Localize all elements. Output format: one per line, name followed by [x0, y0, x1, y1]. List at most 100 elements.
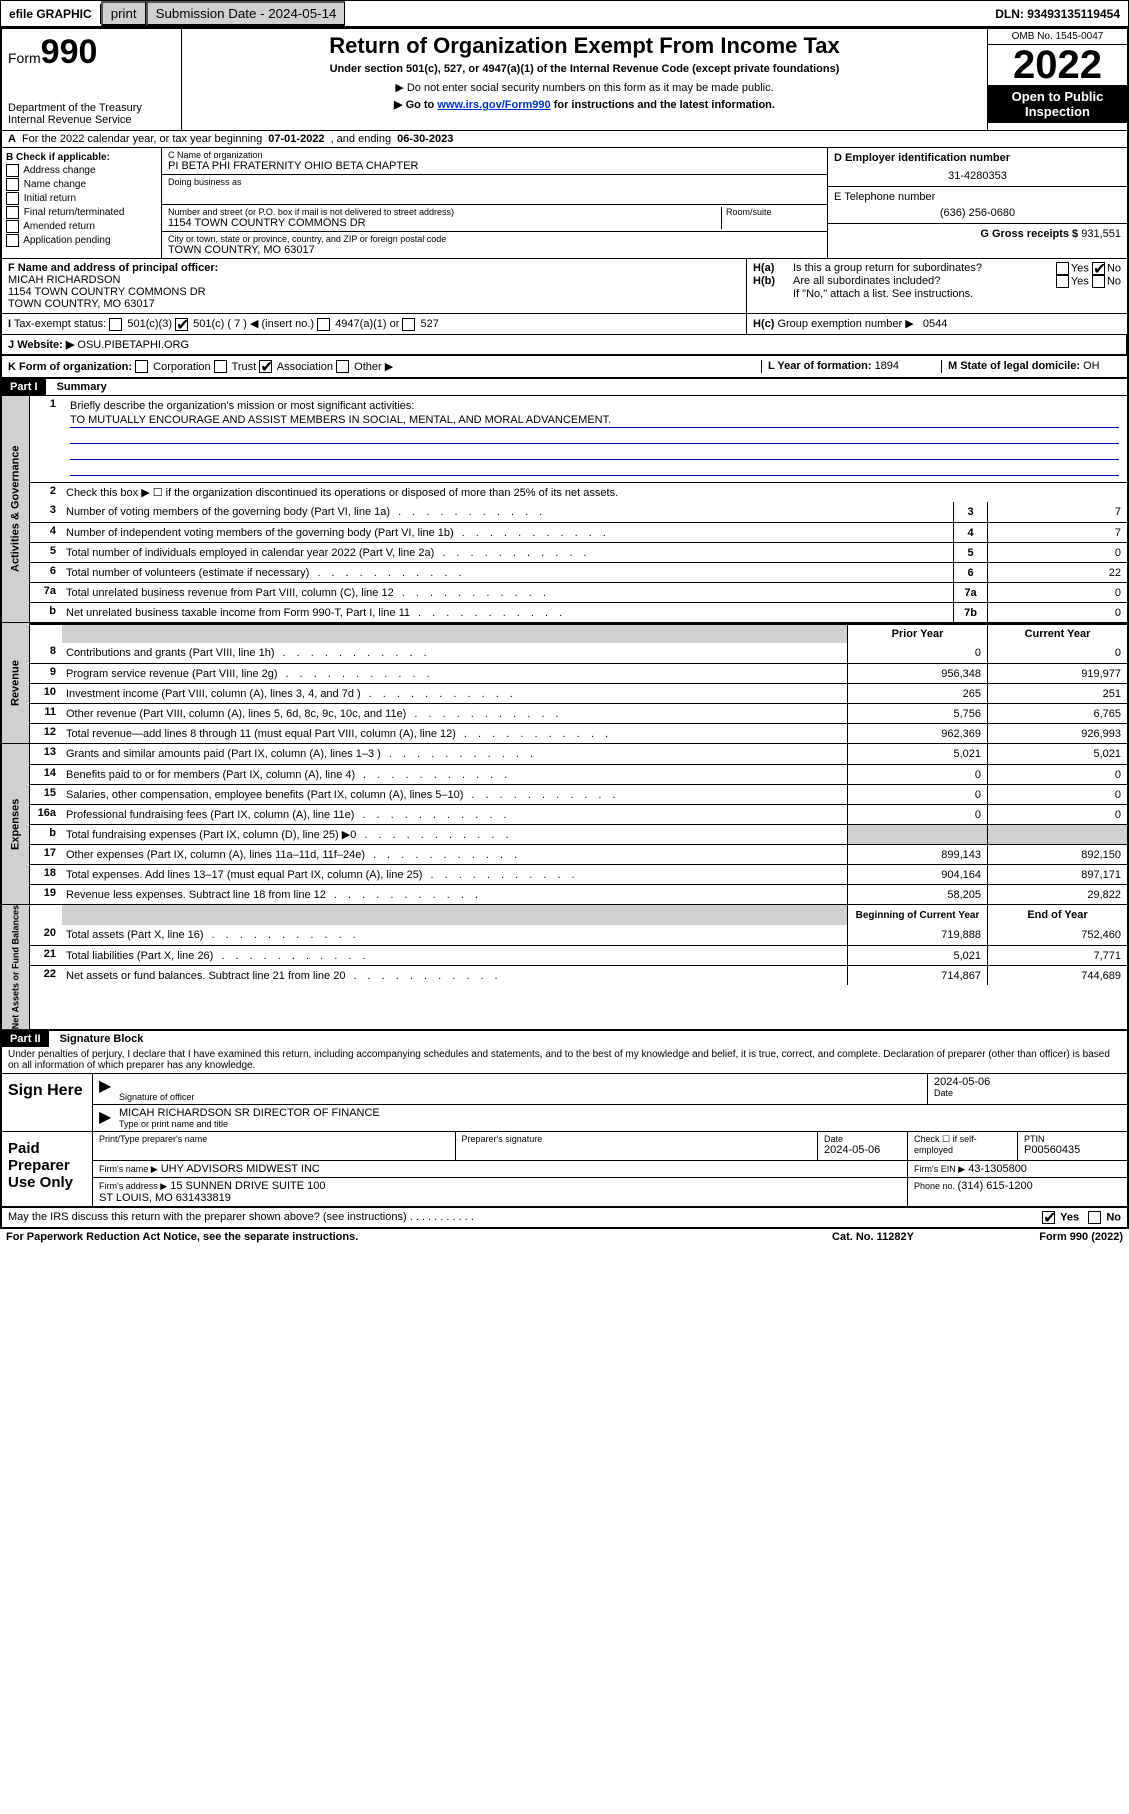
paid-preparer-row: Paid Preparer Use Only Print/Type prepar…	[2, 1132, 1127, 1207]
year-formation: 1894	[875, 360, 899, 372]
sign-here-label: Sign Here	[2, 1074, 92, 1131]
officer-name: MICAH RICHARDSON	[8, 274, 120, 286]
f-lbl: F Name and address of principal officer:	[8, 262, 218, 274]
a-mid: , and ending	[331, 133, 392, 145]
table-row: 7aTotal unrelated business revenue from …	[30, 582, 1127, 602]
form-header: Form990 Department of the Treasury Inter…	[2, 29, 1127, 130]
open-to-public: Open to Public Inspection	[988, 85, 1127, 123]
officer-addr: 1154 TOWN COUNTRY COMMONS DR TOWN COUNTR…	[8, 286, 206, 310]
tab-revenue: Revenue	[2, 623, 30, 743]
tax-year: 2022	[988, 45, 1127, 85]
cb-other[interactable]	[336, 360, 349, 373]
paid-preparer-label: Paid Preparer Use Only	[2, 1132, 92, 1206]
c-name-lbl: C Name of organization	[168, 150, 821, 160]
goto-post: for instructions and the latest informat…	[551, 99, 775, 111]
part2-badge: Part II	[2, 1031, 49, 1047]
section-DEG: D Employer identification number 31-42803…	[827, 148, 1127, 258]
phone-lbl: Phone no.	[914, 1181, 958, 1191]
cb-initial-return[interactable]: Initial return	[6, 192, 157, 205]
cb-address-change[interactable]: Address change	[6, 164, 157, 177]
cb-527[interactable]	[402, 318, 415, 331]
cb-may-irs-no[interactable]	[1088, 1211, 1101, 1224]
form-number: Form990	[8, 33, 175, 72]
table-row: bTotal fundraising expenses (Part IX, co…	[30, 824, 1127, 844]
firm-addr-lbl: Firm's address ▶	[99, 1181, 167, 1191]
firm-phone: (314) 615-1200	[958, 1180, 1033, 1192]
part2-title: Signature Block	[52, 1033, 144, 1045]
table-row: 14Benefits paid to or for members (Part …	[30, 764, 1127, 784]
cb-amended[interactable]: Amended return	[6, 220, 157, 233]
self-employed[interactable]: Check ☐ if self-employed	[907, 1132, 1017, 1160]
department-label: Department of the Treasury Internal Reve…	[8, 102, 175, 126]
submission-date-button[interactable]: Submission Date - 2024-05-14	[146, 1, 346, 26]
cb-corporation[interactable]	[135, 360, 148, 373]
org-name: PI BETA PHI FRATERNITY OHIO BETA CHAPTER	[168, 160, 821, 172]
print-button[interactable]: print	[101, 1, 146, 26]
cb-final-return[interactable]: Final return/terminated	[6, 206, 157, 219]
tab-expenses: Expenses	[2, 744, 30, 904]
website: OSU.PIBETAPHI.ORG	[77, 339, 189, 351]
section-Hc: H(c) Group exemption number ▶ 0544	[747, 314, 1127, 334]
l-lbl: L Year of formation:	[768, 360, 875, 372]
ha-no[interactable]: No	[1107, 262, 1121, 274]
cat-no: Cat. No. 11282Y	[773, 1231, 973, 1243]
hb-no[interactable]: No	[1107, 275, 1121, 287]
table-row: 22Net assets or fund balances. Subtract …	[30, 965, 1127, 985]
table-row: 10Investment income (Part VIII, column (…	[30, 683, 1127, 703]
d-lbl: D Employer identification number	[834, 152, 1121, 164]
col-eoy: End of Year	[987, 905, 1127, 925]
cb-may-irs-yes[interactable]	[1042, 1211, 1055, 1224]
cb-501c3[interactable]	[109, 318, 122, 331]
cb-trust[interactable]	[214, 360, 227, 373]
date-lbl: Date	[934, 1088, 1121, 1098]
hc-val: 0544	[923, 318, 947, 330]
ein: 31-4280353	[834, 170, 1121, 182]
org-city: TOWN COUNTRY, MO 63017	[168, 244, 821, 256]
top-bar: efile GRAPHIC print Submission Date - 20…	[0, 0, 1129, 27]
sig-officer-lbl: Signature of officer	[119, 1092, 921, 1102]
cb-4947[interactable]	[317, 318, 330, 331]
cb-501c[interactable]	[175, 318, 188, 331]
section-KLM: K Form of organization: Corporation Trus…	[2, 356, 1127, 380]
firm-ein: 43-1305800	[968, 1163, 1027, 1175]
line1-lbl: Briefly describe the organization's miss…	[70, 400, 1119, 412]
irs-link[interactable]: www.irs.gov/Form990	[437, 99, 550, 111]
dln-label: DLN: 93493135119454	[987, 4, 1128, 24]
gross-receipts: 931,551	[1081, 228, 1121, 240]
table-row: 8Contributions and grants (Part VIII, li…	[30, 643, 1127, 663]
section-B: B Check if applicable: Address change Na…	[2, 148, 162, 258]
domicile-state: OH	[1083, 360, 1100, 372]
c-room-lbl: Room/suite	[721, 207, 821, 229]
prep-date: 2024-05-06	[824, 1144, 901, 1156]
prep-name-lbl: Print/Type preparer's name	[99, 1134, 449, 1144]
table-row: 19Revenue less expenses. Subtract line 1…	[30, 884, 1127, 904]
may-irs-text: May the IRS discuss this return with the…	[8, 1211, 407, 1223]
part2-header: Part II Signature Block	[2, 1031, 1127, 1047]
section-J: J Website: ▶ OSU.PIBETAPHI.ORG	[2, 335, 1127, 354]
mission-text: TO MUTUALLY ENCOURAGE AND ASSIST MEMBERS…	[70, 414, 1119, 428]
e-lbl: E Telephone number	[834, 191, 1121, 203]
table-row: 18Total expenses. Add lines 13–17 (must …	[30, 864, 1127, 884]
firm-ein-lbl: Firm's EIN ▶	[914, 1164, 965, 1174]
j-lbl: Website: ▶	[17, 339, 74, 351]
form-container: Form990 Department of the Treasury Inter…	[0, 27, 1129, 1229]
part1-badge: Part I	[2, 379, 46, 395]
cb-application-pending[interactable]: Application pending	[6, 234, 157, 247]
tab-net-assets: Net Assets or Fund Balances	[2, 905, 30, 1029]
c-addr-lbl: Number and street (or P.O. box if mail i…	[168, 207, 721, 217]
line2-text: Check this box ▶ ☐ if the organization d…	[62, 483, 1127, 502]
table-row: 17Other expenses (Part IX, column (A), l…	[30, 844, 1127, 864]
form-prefix: Form	[8, 50, 41, 66]
cb-association[interactable]	[259, 360, 272, 373]
pra-notice: For Paperwork Reduction Act Notice, see …	[6, 1231, 773, 1243]
officer-printed-name: MICAH RICHARDSON SR DIRECTOR OF FINANCE	[119, 1107, 1121, 1119]
ha-yes[interactable]: Yes	[1071, 262, 1089, 274]
table-row: 9Program service revenue (Part VIII, lin…	[30, 663, 1127, 683]
table-row: 3Number of voting members of the governi…	[30, 502, 1127, 522]
warn-ssn: ▶ Do not enter social security numbers o…	[186, 81, 983, 94]
hb-yes[interactable]: Yes	[1071, 275, 1089, 287]
footer-row: For Paperwork Reduction Act Notice, see …	[0, 1229, 1129, 1245]
cb-name-change[interactable]: Name change	[6, 178, 157, 191]
form-title: Return of Organization Exempt From Incom…	[186, 33, 983, 59]
table-row: 6Total number of volunteers (estimate if…	[30, 562, 1127, 582]
